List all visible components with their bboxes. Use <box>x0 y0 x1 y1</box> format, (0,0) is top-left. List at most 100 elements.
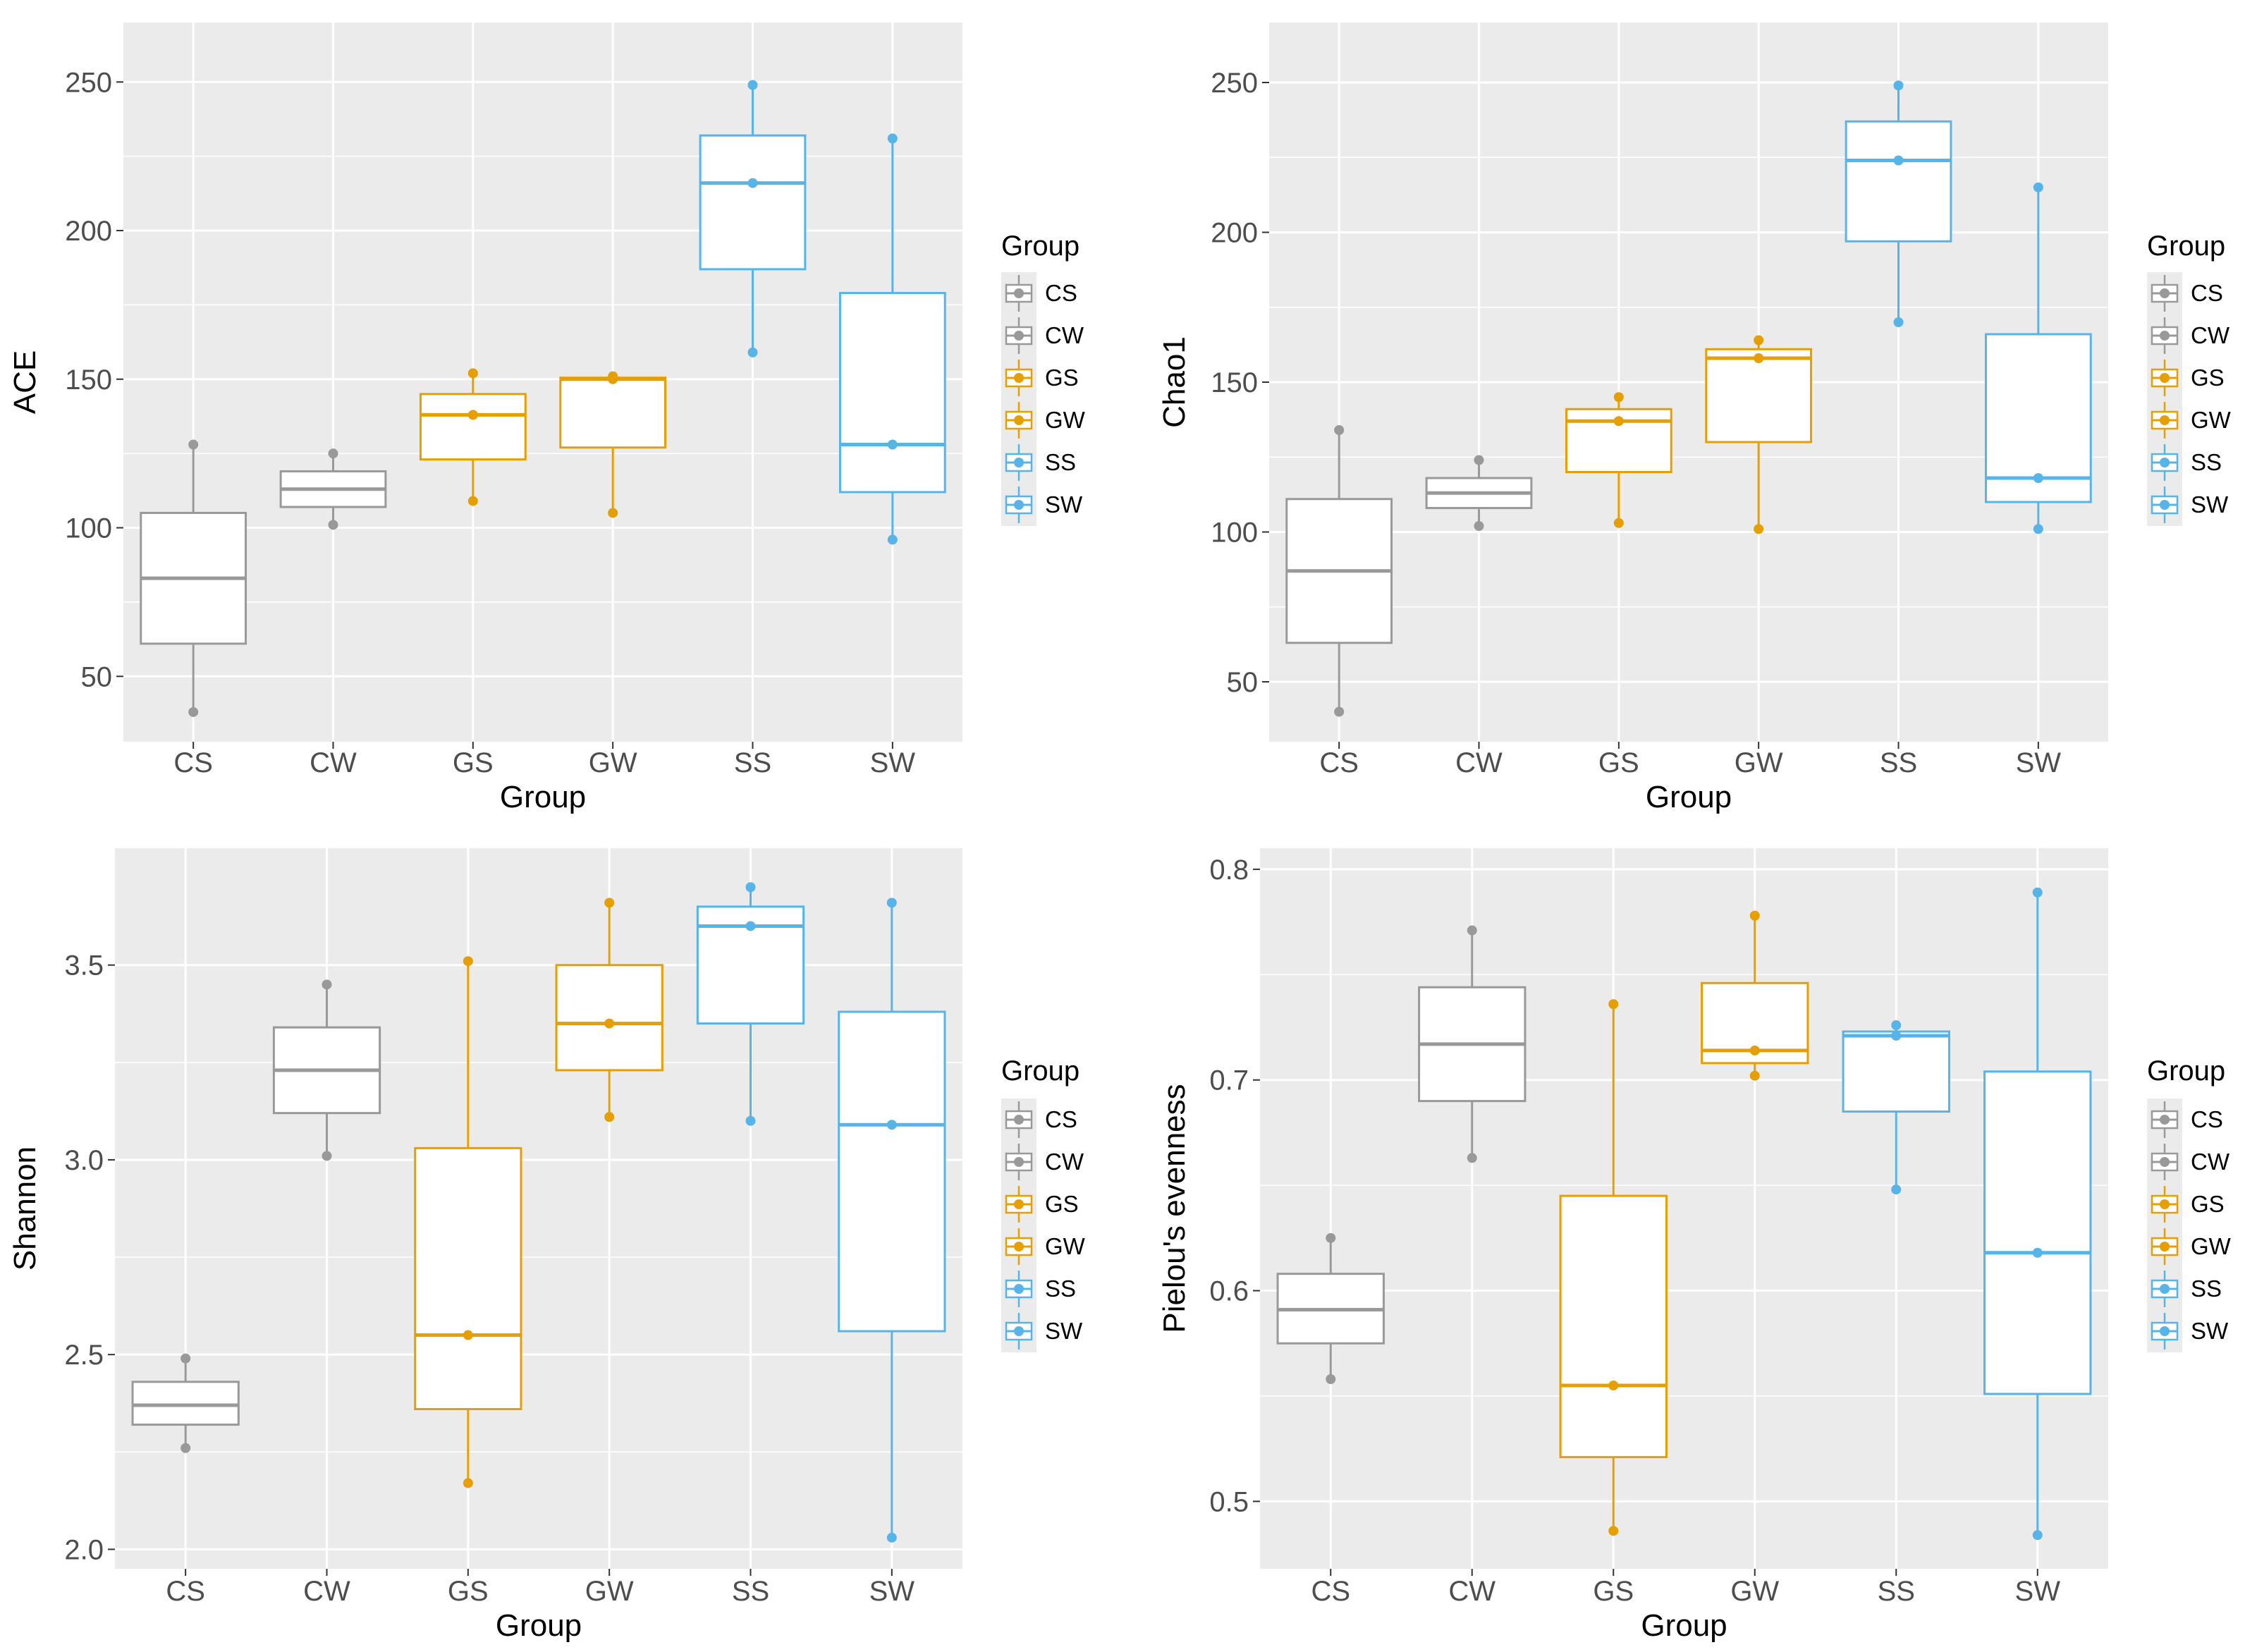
x-axis-title: Group <box>1646 780 1732 814</box>
data-point <box>608 371 618 381</box>
x-axis-title: Group <box>500 780 586 814</box>
data-point <box>2033 473 2043 483</box>
box-body <box>838 1010 946 1333</box>
data-point <box>1474 455 1484 465</box>
x-tick-label: CS <box>166 1576 205 1607</box>
box-gs <box>1565 392 1672 528</box>
box-body <box>838 292 946 494</box>
legend-label: SW <box>1045 1318 1083 1344</box>
data-point <box>328 448 338 459</box>
data-point <box>181 1353 191 1364</box>
data-point <box>2032 1247 2043 1258</box>
legend-label: GS <box>1045 1191 1079 1217</box>
legend-item-cs: CS <box>2147 272 2223 314</box>
box-cw <box>1418 925 1527 1163</box>
data-point <box>745 921 756 931</box>
box-gs <box>1559 999 1668 1536</box>
legend-title: Group <box>2147 231 2225 262</box>
x-tick-label: SW <box>870 747 916 778</box>
y-tick-label: 250 <box>1211 68 1258 99</box>
legend-item-cw: CW <box>1001 314 1084 357</box>
chart-panel-pielou: 0.5 0.6 0.7 0.8 CS CW GS GW SS SW Group Pielou's ev… <box>1157 848 2232 1643</box>
x-tick-label: CS <box>1319 747 1359 778</box>
legend-item-cs: CS <box>1001 272 1077 314</box>
data-point <box>1334 425 1345 435</box>
legend-label: GW <box>1045 1233 1086 1259</box>
data-point <box>181 1443 191 1453</box>
data-point <box>887 439 898 450</box>
legend-item-ss: SS <box>1001 441 1076 484</box>
y-tick-label: 3.5 <box>64 950 104 981</box>
x-axis-title: Group <box>1641 1608 1727 1643</box>
y-tick-label: 0.6 <box>1209 1276 1249 1307</box>
box-body <box>414 1146 522 1411</box>
data-point <box>1754 353 1764 363</box>
box-body <box>1559 1194 1668 1459</box>
legend-item-cw: CW <box>1001 1141 1084 1183</box>
x-tick-label: GS <box>453 747 494 778</box>
legend-key-point <box>1014 373 1024 383</box>
data-point <box>463 956 473 967</box>
legend-item-sw: SW <box>2147 1310 2229 1352</box>
data-point <box>322 979 332 990</box>
x-tick-label: CW <box>310 747 357 778</box>
legend-label: SW <box>2191 1318 2229 1344</box>
legend-item-cs: CS <box>1001 1099 1077 1141</box>
legend-item-ss: SS <box>1001 1268 1076 1310</box>
x-axis-title: Group <box>496 1608 582 1643</box>
legend-label: CW <box>1045 1149 1084 1175</box>
data-point <box>463 1330 473 1340</box>
box-cw <box>1425 455 1533 531</box>
plot-panel-background <box>1260 848 2108 1569</box>
data-point <box>1326 1374 1336 1385</box>
x-tick-label: SW <box>2015 1576 2061 1607</box>
y-tick-label: 150 <box>65 365 112 396</box>
y-axis-title: ACE <box>8 350 42 414</box>
box-gw <box>1701 910 1809 1081</box>
legend-key-point <box>2160 1115 2170 1125</box>
y-tick-label: 100 <box>65 513 112 544</box>
legend-item-gs: GS <box>2147 1183 2225 1225</box>
box-sw <box>1984 182 2092 534</box>
data-point <box>1608 999 1619 1010</box>
legend-label: SW <box>1045 491 1083 518</box>
legend-label: SS <box>1045 449 1076 475</box>
data-point <box>322 1151 332 1161</box>
data-point <box>1326 1232 1336 1243</box>
box-body <box>559 377 667 449</box>
legend-key-point <box>2160 331 2170 341</box>
y-tick-label: 150 <box>1211 367 1258 398</box>
x-tick-label: GS <box>1593 1576 1634 1607</box>
x-tick-label: SS <box>734 747 771 778</box>
legend-label: SS <box>2191 449 2222 475</box>
box-body <box>1845 120 1952 243</box>
y-tick-label: 200 <box>1211 218 1258 249</box>
plot-panel-background <box>123 23 962 742</box>
legend-item-gs: GS <box>1001 1183 1079 1225</box>
data-point <box>1334 706 1345 717</box>
box-body <box>1705 348 1813 443</box>
legend-label: SS <box>2191 1275 2222 1302</box>
data-point <box>1608 1381 1619 1391</box>
legend: Group CS CW GS GW SS SW <box>1001 231 1086 526</box>
data-point <box>467 368 478 379</box>
data-point <box>747 347 758 357</box>
box-ss <box>1842 1020 1950 1195</box>
legend-label: GW <box>1045 407 1086 433</box>
y-tick-label: 50 <box>81 661 113 692</box>
data-point <box>747 178 758 188</box>
legend-key-point <box>1014 1242 1024 1252</box>
legend-label: CS <box>1045 1106 1077 1132</box>
legend-key-point <box>2160 1157 2170 1167</box>
data-point <box>2033 182 2043 192</box>
legend-key-point <box>2160 1242 2170 1252</box>
box-gw <box>555 898 663 1122</box>
plot-panel-background <box>115 848 962 1569</box>
data-point <box>2032 1530 2043 1541</box>
box-body <box>131 1381 240 1426</box>
legend-label: GS <box>2191 1191 2225 1217</box>
legend-label: CS <box>2191 1106 2223 1132</box>
legend-item-gw: GW <box>2147 1225 2232 1268</box>
data-point <box>886 1532 897 1543</box>
data-point <box>887 534 898 545</box>
